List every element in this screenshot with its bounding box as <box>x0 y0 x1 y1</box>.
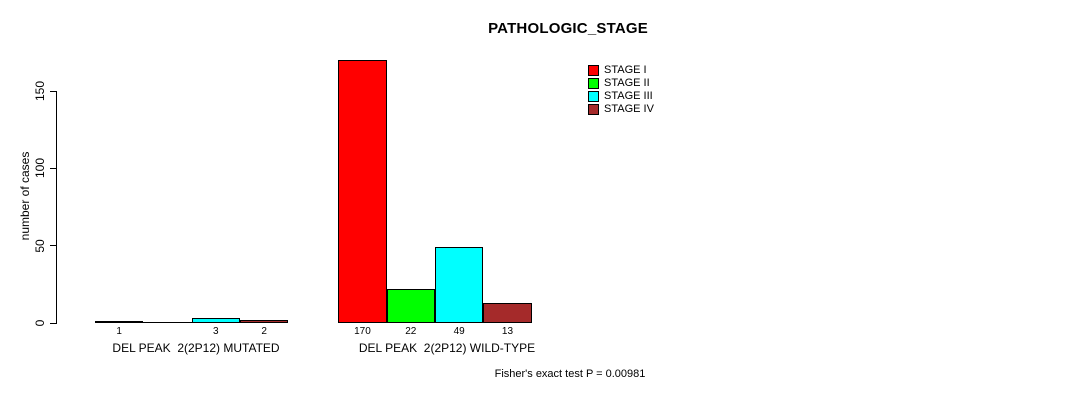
bar-value-label: 13 <box>501 326 514 337</box>
y-tick-label: 100 <box>33 158 47 179</box>
bar-value-label: 1 <box>116 326 122 337</box>
bar-stage-i <box>338 60 387 323</box>
legend-swatch-icon <box>588 91 599 102</box>
y-tick-label: 0 <box>33 319 47 327</box>
legend-item: STAGE IV <box>588 103 654 116</box>
group-label-mutated: DEL PEAK 2(2P12) MUTATED <box>112 341 280 355</box>
legend-label: STAGE III <box>604 90 653 102</box>
y-tick <box>50 322 57 324</box>
y-tick-label: 150 <box>33 80 47 102</box>
bar-value-label: 22 <box>405 326 417 337</box>
legend: STAGE I STAGE II STAGE III STAGE IV <box>588 64 654 116</box>
legend-item: STAGE I <box>588 64 654 77</box>
bar-value-label: 49 <box>453 326 465 337</box>
bar-stage-iv <box>239 319 289 323</box>
chart-title: PATHOLOGIC_STAGE <box>488 20 648 37</box>
y-axis-title: number of cases <box>18 151 32 241</box>
bar-stage-i <box>95 321 144 324</box>
bar-stage-ii <box>386 288 435 323</box>
y-tick <box>50 167 57 169</box>
bar-value-label: 2 <box>261 326 267 337</box>
legend-swatch-icon <box>588 104 599 115</box>
y-tick <box>50 245 57 247</box>
bar-value-label: 170 <box>354 326 371 337</box>
legend-item: STAGE III <box>588 90 654 103</box>
legend-label: STAGE IV <box>604 103 654 115</box>
group-label-wild-type: DEL PEAK 2(2P12) WILD-TYPE <box>358 341 536 355</box>
legend-swatch-icon <box>588 65 599 76</box>
legend-label: STAGE I <box>604 64 647 76</box>
legend-item: STAGE II <box>588 77 654 90</box>
legend-label: STAGE II <box>604 77 650 89</box>
stat-annotation: Fisher's exact test P = 0.00981 <box>494 368 646 380</box>
bar-stage-iii <box>191 318 240 323</box>
y-tick-label: 50 <box>33 238 47 253</box>
bar-value-label: 3 <box>213 326 219 337</box>
y-axis-line <box>56 91 57 323</box>
bar-stage-ii <box>143 322 192 323</box>
y-tick <box>50 90 57 92</box>
bar-stage-iii <box>434 247 484 323</box>
bar-stage-iv <box>483 302 532 323</box>
legend-swatch-icon <box>588 78 599 89</box>
